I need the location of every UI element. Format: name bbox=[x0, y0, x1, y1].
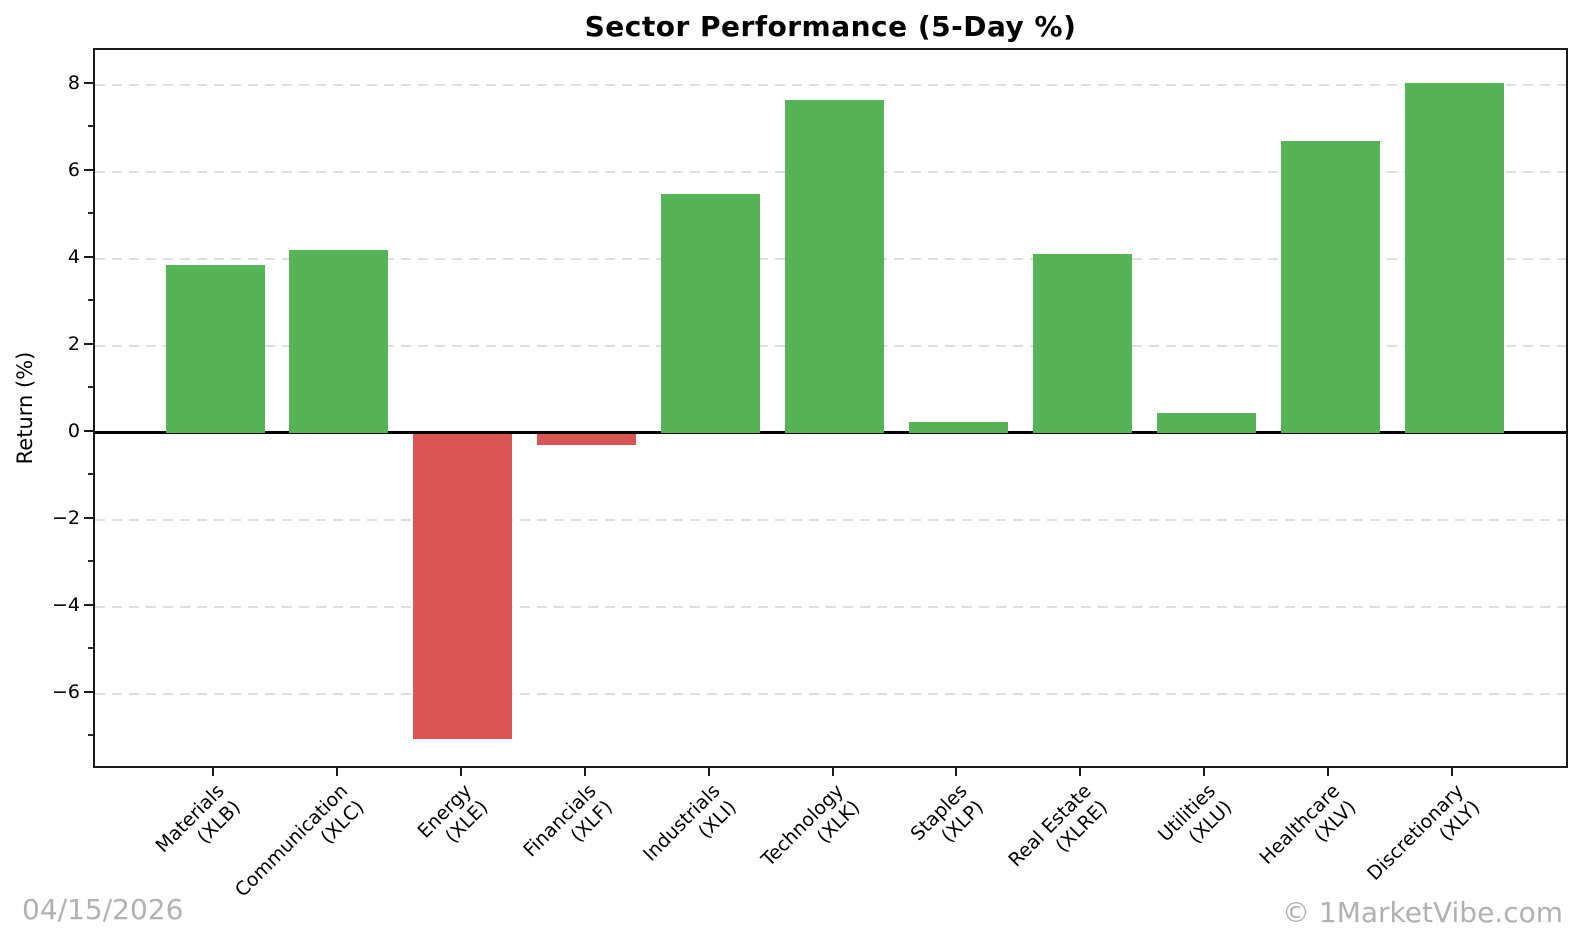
bar-xlb bbox=[165, 265, 265, 433]
gridline--4 bbox=[95, 605, 1566, 608]
y-tick-label-8: 8 bbox=[67, 71, 80, 94]
y-tick-4 bbox=[84, 255, 93, 258]
y-minor-tick-5 bbox=[88, 212, 93, 215]
x-tick-label-xly: Discretionary (XLY) bbox=[1362, 780, 1484, 885]
x-tick-label-xlf: Financials (XLF) bbox=[518, 780, 617, 862]
x-tick-xlre bbox=[1079, 768, 1082, 776]
y-tick--4 bbox=[84, 603, 93, 606]
y-tick-label--6: −6 bbox=[51, 680, 80, 703]
y-tick-0 bbox=[84, 429, 93, 432]
x-tick-xlu bbox=[1203, 768, 1206, 776]
x-tick-label-xlk: Technology (XLK) bbox=[757, 780, 865, 871]
x-tick-label-xle: Energy (XLE) bbox=[413, 780, 493, 848]
y-tick-label-0: 0 bbox=[67, 419, 80, 442]
x-tick-xlc bbox=[335, 768, 338, 776]
gridline--6 bbox=[95, 692, 1566, 695]
bar-xlp bbox=[908, 421, 1008, 433]
y-tick--6 bbox=[84, 690, 93, 693]
bar-xle bbox=[413, 434, 513, 739]
y-axis-label: Return (%) bbox=[13, 351, 37, 465]
y-minor-tick-3 bbox=[88, 299, 93, 302]
y-minor-tick-7 bbox=[88, 125, 93, 128]
y-tick-label--4: −4 bbox=[51, 593, 80, 616]
gridline-8 bbox=[95, 83, 1566, 86]
y-tick-label-2: 2 bbox=[67, 332, 80, 355]
y-minor-tick--5 bbox=[88, 647, 93, 650]
x-tick-label-xlc: Communication (XLC) bbox=[230, 780, 369, 902]
x-tick-label-xlre: Real Estate (XLRE) bbox=[1004, 780, 1113, 872]
bar-xlv bbox=[1280, 141, 1380, 433]
y-tick-label-6: 6 bbox=[67, 158, 80, 181]
y-minor-tick-1 bbox=[88, 386, 93, 389]
x-tick-label-xlv: Healthcare (XLV) bbox=[1254, 780, 1360, 869]
x-tick-xlk bbox=[831, 768, 834, 776]
x-tick-xlb bbox=[212, 768, 214, 776]
x-tick-label-xlb: Materials (XLB) bbox=[151, 780, 245, 858]
zero-line bbox=[95, 431, 1566, 435]
x-tick-label-xlp: Staples (XLP) bbox=[906, 780, 989, 848]
x-tick-xle bbox=[459, 768, 462, 776]
y-tick-8 bbox=[84, 81, 93, 84]
watermark: © 1MarketVibe.com bbox=[1282, 896, 1563, 929]
x-tick-label-xlu: Utilities (XLU) bbox=[1153, 780, 1237, 849]
x-tick-label-xli: Industrials (XLI) bbox=[638, 780, 741, 866]
y-minor-tick--1 bbox=[88, 473, 93, 476]
y-minor-tick--3 bbox=[88, 560, 93, 563]
bar-xli bbox=[661, 193, 761, 433]
y-tick--2 bbox=[84, 516, 93, 519]
y-tick-2 bbox=[84, 342, 93, 345]
x-tick-xlf bbox=[583, 768, 586, 776]
x-tick-xlv bbox=[1327, 768, 1330, 776]
y-minor-tick--7 bbox=[88, 734, 93, 737]
y-tick-6 bbox=[84, 168, 93, 171]
bar-xlk bbox=[785, 100, 884, 433]
bar-xlu bbox=[1156, 413, 1256, 433]
x-tick-xlp bbox=[955, 768, 958, 776]
bar-xlre bbox=[1032, 254, 1132, 433]
x-tick-xly bbox=[1451, 768, 1453, 776]
gridline--2 bbox=[95, 518, 1566, 521]
bar-xlc bbox=[289, 250, 389, 433]
bar-xlf bbox=[537, 434, 637, 446]
y-tick-label--2: −2 bbox=[51, 506, 80, 529]
y-tick-label-4: 4 bbox=[67, 245, 80, 268]
plot-area bbox=[93, 48, 1568, 768]
chart-title: Sector Performance (5-Day %) bbox=[584, 10, 1077, 43]
x-tick-xli bbox=[707, 768, 710, 776]
chart-date: 04/15/2026 bbox=[22, 893, 184, 926]
bar-xly bbox=[1404, 82, 1504, 433]
